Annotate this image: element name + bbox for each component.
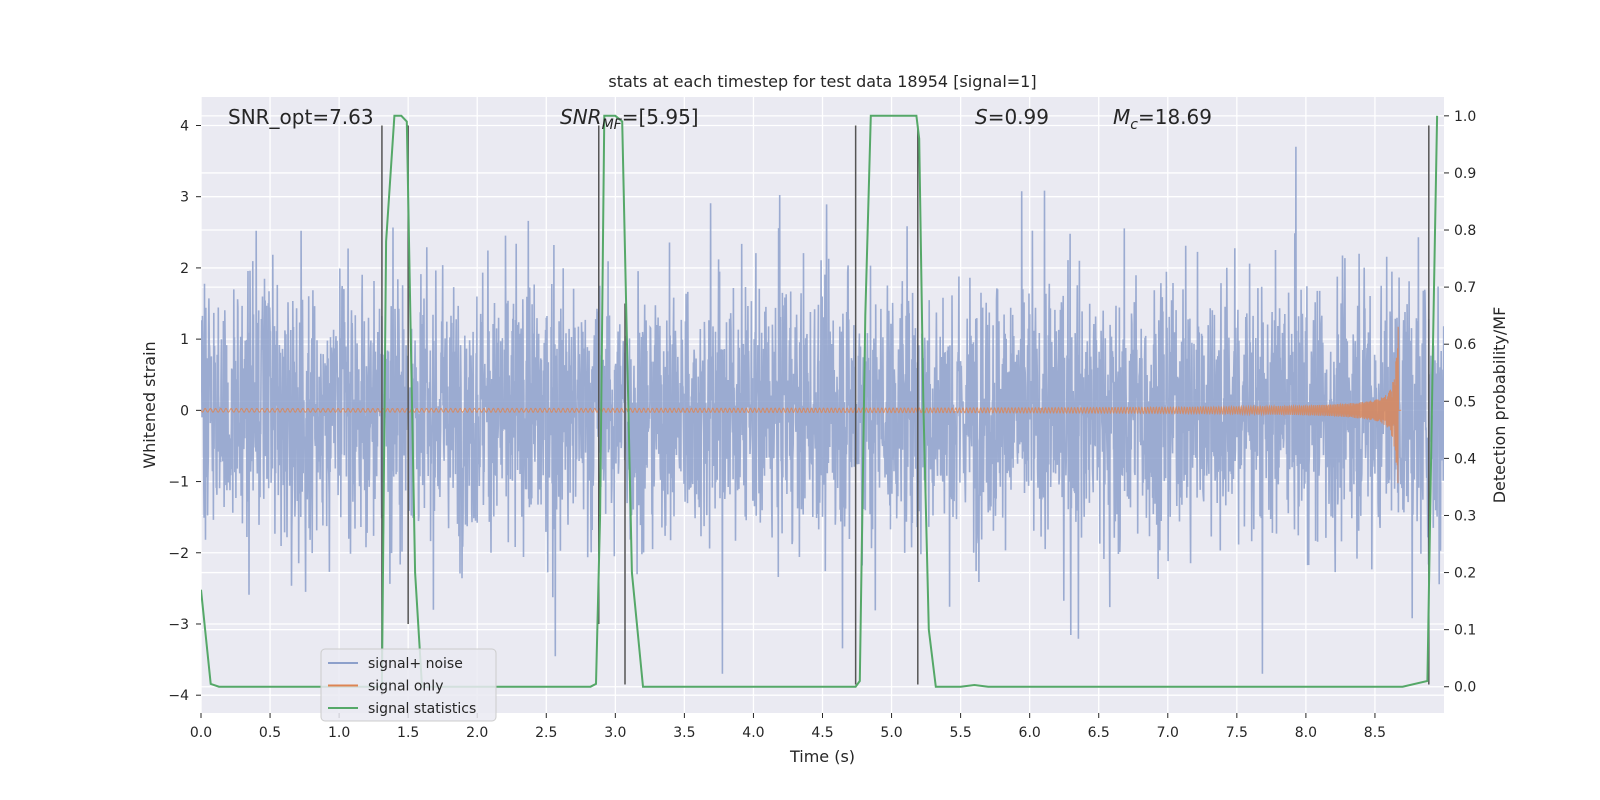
x-tick-label: 7.0 xyxy=(1157,725,1179,741)
x-tick-label: 3.5 xyxy=(673,725,695,741)
legend-label-signal-only: signal only xyxy=(368,679,443,695)
annotation-mc-main: M xyxy=(1113,105,1130,129)
y-tick-label: −2 xyxy=(168,546,189,562)
annotations: SNR_opt=7.63 SNRMF=[5.95] S=0.99 Mc=18.6… xyxy=(228,105,1212,133)
y-right-tick-label: 0.1 xyxy=(1454,623,1476,639)
y-right-tick-label: 0.9 xyxy=(1454,166,1476,182)
y-right-tick-label: 1.0 xyxy=(1454,109,1476,125)
x-tick-label: 2.0 xyxy=(466,725,488,741)
plot-layer xyxy=(201,114,1444,696)
y-tick-label: 1 xyxy=(180,332,189,348)
x-tick-label: 6.0 xyxy=(1019,725,1041,741)
annotation-snr-opt: SNR_opt=7.63 xyxy=(228,105,374,129)
x-tick-label: 5.0 xyxy=(880,725,902,741)
annotation-s-symbol: S xyxy=(975,105,988,129)
legend-entry-signal-statistics: signal statistics xyxy=(328,701,476,717)
x-ticks: 0.0 0.5 1.0 1.5 2.0 2.5 3.0 3.5 4.0 4.5 5.0 5.5 6.0 6… xyxy=(190,713,1386,741)
y-right-tick-label: 0.4 xyxy=(1454,451,1476,467)
y-right-tick-label: 0.6 xyxy=(1454,337,1476,353)
annotation-snr-mf: SNRMF=[5.95] xyxy=(560,105,699,133)
x-tick-label: 5.5 xyxy=(949,725,971,741)
legend-entry-signal-noise: signal+ noise xyxy=(328,656,463,672)
x-tick-label: 0.5 xyxy=(259,725,281,741)
y-tick-label: 3 xyxy=(180,190,189,206)
y-tick-label: 4 xyxy=(180,118,189,134)
annotation-snr-mf-value: =[5.95] xyxy=(622,105,699,129)
y-axis-right-label: Detection probability/MF xyxy=(1490,307,1509,504)
series-signal-statistics xyxy=(201,114,1439,688)
x-tick-label: 8.5 xyxy=(1364,725,1386,741)
annotation-mc-value: =18.69 xyxy=(1138,105,1212,129)
annotation-s-value: =0.99 xyxy=(988,105,1049,129)
x-tick-label: 3.0 xyxy=(604,725,626,741)
annotation-mc-sub: c xyxy=(1130,117,1138,133)
y-ticks-right: 1.0 0.9 0.8 0.7 0.6 0.5 0.4 0.3 0.2 0.1 0.0 xyxy=(1444,109,1476,696)
series-signal-only xyxy=(201,326,1402,484)
x-tick-label: 0.0 xyxy=(190,725,212,741)
x-tick-label: 1.0 xyxy=(328,725,350,741)
x-tick-label: 1.5 xyxy=(397,725,419,741)
legend-label-signal-statistics: signal statistics xyxy=(368,701,476,717)
y-right-tick-label: 0.3 xyxy=(1454,508,1476,524)
y-right-tick-label: 0.5 xyxy=(1454,394,1476,410)
annotation-s: S=0.99 xyxy=(975,105,1049,129)
x-tick-label: 4.0 xyxy=(742,725,764,741)
y-axis-label: Whitened strain xyxy=(140,341,159,468)
y-right-tick-label: 0.7 xyxy=(1454,280,1476,296)
y-tick-label: −4 xyxy=(168,688,189,704)
y-tick-label: 2 xyxy=(180,261,189,277)
x-tick-label: 6.5 xyxy=(1088,725,1110,741)
legend: signal+ noise signal only signal statist… xyxy=(320,648,497,722)
y-right-tick-label: 0.8 xyxy=(1454,223,1476,239)
legend-box xyxy=(320,648,497,722)
x-tick-label: 8.0 xyxy=(1295,725,1317,741)
y-tick-label: −1 xyxy=(168,475,189,491)
annotation-snr-mf-sub: MF xyxy=(602,117,623,133)
y-tick-label: −3 xyxy=(168,617,189,633)
chart-title: stats at each timestep for test data 189… xyxy=(608,72,1036,91)
x-axis-label: Time (s) xyxy=(789,747,855,766)
y-tick-label: 0 xyxy=(180,403,189,419)
y-right-tick-label: 0.2 xyxy=(1454,566,1476,582)
annotation-mc: Mc=18.69 xyxy=(1113,105,1212,133)
y-ticks-left: 4 3 2 1 0 −1 −2 −3 −4 xyxy=(168,118,201,704)
y-right-tick-label: 0.0 xyxy=(1454,680,1476,696)
annotation-snr-mf-main: SNR xyxy=(560,105,602,129)
x-tick-label: 2.5 xyxy=(535,725,557,741)
legend-label-signal-noise: signal+ noise xyxy=(368,656,463,672)
x-tick-label: 4.5 xyxy=(811,725,833,741)
legend-entry-signal-only: signal only xyxy=(328,679,443,695)
x-tick-label: 7.5 xyxy=(1226,725,1248,741)
